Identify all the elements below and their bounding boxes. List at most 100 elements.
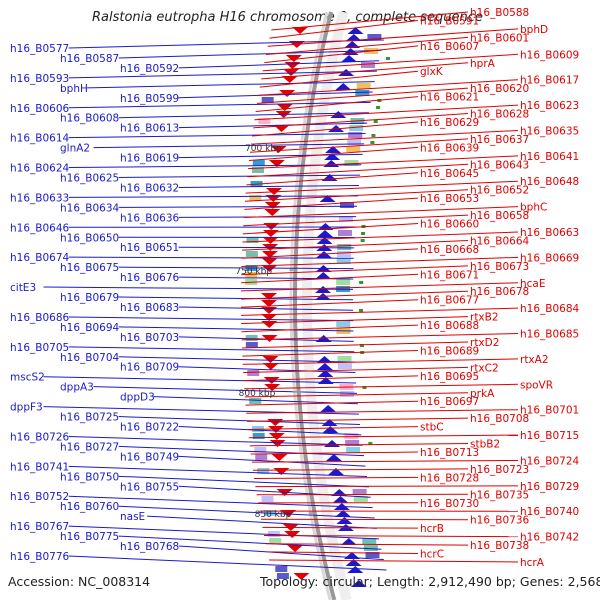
gene-label-right: h16_B0673 xyxy=(470,261,529,273)
rna-mark xyxy=(359,309,364,312)
feature-block xyxy=(346,146,361,152)
gene-label-right: h16_B0715 xyxy=(520,430,579,442)
gene-label-right: h16_B0684 xyxy=(520,303,580,315)
gene-label-left: h16_B0599 xyxy=(120,93,179,105)
minus-strand-gene xyxy=(336,517,353,524)
leader-line-right xyxy=(255,485,519,488)
gene-label-right: hcrB xyxy=(420,523,444,535)
topology-label: Topology: xyxy=(260,574,319,589)
gene-label-right: h16_B0639 xyxy=(420,142,479,154)
gene-label-right: stbC xyxy=(420,422,444,434)
leader-line-right xyxy=(255,96,419,113)
minus-strand-gene xyxy=(320,405,337,412)
minus-strand-gene xyxy=(344,41,361,48)
leader-line-right xyxy=(242,223,419,235)
feature-block xyxy=(338,230,353,236)
gene-label-right: h16_B0713 xyxy=(420,447,479,459)
minus-strand-gene xyxy=(345,559,362,566)
gene-label-left: h16_B0741 xyxy=(10,461,69,473)
leader-line-right xyxy=(247,426,419,431)
gc-track xyxy=(302,10,352,600)
minus-strand-gene xyxy=(341,55,358,62)
feature-block xyxy=(349,125,364,131)
plus-strand-gene xyxy=(293,573,310,580)
feature-block xyxy=(365,552,380,558)
leader-line-right xyxy=(254,104,519,121)
leader-line-left xyxy=(178,306,354,311)
leader-line-left xyxy=(87,81,375,89)
gene-label-right: h16_B0635 xyxy=(520,125,579,137)
sequence-summary-footer: Topology: circular; Length: 2,912,490 bp… xyxy=(260,574,600,589)
leader-line-right xyxy=(241,282,519,292)
feature-block xyxy=(249,398,262,404)
gene-label-right: h16_B0620 xyxy=(470,83,529,95)
plus-strand-gene xyxy=(261,251,278,258)
gene-label-left: citE3 xyxy=(10,282,36,294)
plus-strand-gene xyxy=(261,258,278,265)
rna-mark xyxy=(368,442,373,445)
minus-strand-gene xyxy=(315,251,332,258)
leader-line-right xyxy=(248,146,419,161)
gene-label-left: h16_B0633 xyxy=(10,192,69,204)
ring-shadow xyxy=(289,11,332,600)
gene-label-right: h16_B0678 xyxy=(470,286,529,298)
gene-label-left: h16_B0674 xyxy=(10,252,70,264)
leader-line-left xyxy=(93,143,365,149)
gene-label-right: h16_B0660 xyxy=(420,219,479,231)
chromosome-ring xyxy=(289,10,352,600)
leader-line-left xyxy=(118,49,382,59)
gene-label-right: hcrA xyxy=(520,557,545,569)
leader-line-right xyxy=(241,256,519,267)
feature-block xyxy=(261,97,274,103)
leader-line-left xyxy=(68,195,358,198)
gene-label-right: h16_B0688 xyxy=(420,320,479,332)
gene-label-left: dppA3 xyxy=(60,382,94,394)
gene-label-right: h16_B0641 xyxy=(520,151,579,163)
leader-line-left xyxy=(68,70,377,79)
leader-line-right xyxy=(251,459,519,463)
leader-line-right xyxy=(246,409,519,414)
gene-label-right: h16_B0697 xyxy=(420,396,479,408)
gene-label-left: h16_B0624 xyxy=(10,163,70,175)
leader-line-left xyxy=(178,153,363,159)
topology-value: circular xyxy=(322,574,369,589)
leader-line-left xyxy=(118,445,365,457)
rna-mark xyxy=(359,281,364,284)
rna-mark xyxy=(362,386,367,389)
plus-strand-gene xyxy=(276,104,293,111)
gene-label-right: h16_B0701 xyxy=(520,405,579,417)
leader-line-right xyxy=(244,189,469,202)
gene-label-right: h16_B0729 xyxy=(520,481,579,493)
gene-label-right: bphC xyxy=(520,202,547,214)
plus-strand-gene xyxy=(281,76,298,83)
rna-mark xyxy=(371,134,376,137)
gene-label-right: hcaE xyxy=(520,278,546,290)
gene-label-left: h16_B0593 xyxy=(10,73,69,85)
feature-block xyxy=(336,321,351,327)
leader-line-right xyxy=(267,28,519,47)
gene-label-right: h16_B0723 xyxy=(470,464,529,476)
leader-line-left xyxy=(118,174,361,178)
gene-label-right: stbB2 xyxy=(470,439,500,451)
rna-mark xyxy=(373,120,378,123)
gene-label-right: h16_B0671 xyxy=(420,269,479,281)
leader-line-right xyxy=(252,468,469,471)
minus-strand-gene xyxy=(327,468,344,475)
leader-line-right xyxy=(265,36,469,55)
gene-label-right: hprA xyxy=(470,58,496,70)
leader-line-right xyxy=(243,375,419,382)
gene-label-left: dppD3 xyxy=(120,392,155,404)
plus-strand-gene xyxy=(292,27,309,34)
leader-line-right xyxy=(256,87,469,104)
gene-label-right: h16_B0740 xyxy=(520,506,579,518)
leader-line-right xyxy=(269,559,519,563)
plus-strand-gene xyxy=(284,531,301,538)
plus-strand-gene xyxy=(262,230,279,237)
leader-line-left xyxy=(68,525,380,540)
feature-block xyxy=(247,370,260,376)
leader-line-right xyxy=(241,299,419,308)
gene-label-left: dppF3 xyxy=(10,402,43,414)
minus-strand-gene xyxy=(345,34,362,41)
leader-line-left xyxy=(68,256,354,259)
feature-block xyxy=(344,433,359,439)
